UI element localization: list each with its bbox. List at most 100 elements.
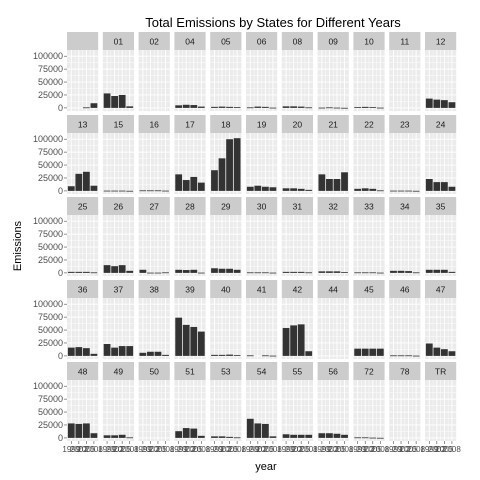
facet-strip-label: 44 (328, 285, 338, 295)
emission-bar (282, 327, 290, 356)
x-tick-label: 2008 (336, 445, 354, 454)
emission-bar (182, 180, 190, 191)
emission-bar (412, 272, 420, 274)
emission-bar (390, 355, 397, 357)
y-tick-label: 75000 (38, 394, 63, 404)
facet-strip (67, 115, 99, 133)
emission-bar (139, 269, 147, 273)
emission-bar (290, 188, 298, 191)
facet-strip (102, 32, 134, 50)
facet-strip (353, 280, 385, 298)
emission-bar (448, 271, 456, 273)
emission-bar (82, 348, 90, 356)
facet-strip (281, 115, 313, 133)
facet-panel: 08 (281, 32, 313, 111)
facet-strip (353, 362, 385, 380)
facet-strip (425, 32, 457, 50)
emission-bar (261, 355, 269, 357)
emission-bar (333, 107, 341, 109)
x-tick-label: 2002 (356, 445, 374, 454)
emission-bar (297, 324, 305, 356)
x-tick-label: 1999 (206, 445, 224, 454)
emission-bar (425, 343, 433, 356)
emission-bar (246, 272, 254, 274)
facet-strip (389, 115, 421, 133)
x-tick-label: 1999 (134, 445, 152, 454)
emission-bar (67, 271, 75, 273)
emission-bar (390, 270, 397, 273)
emission-bar (82, 171, 90, 191)
emission-bar (341, 172, 348, 191)
facet-panel: 31 (281, 197, 313, 276)
facet-strip (210, 280, 242, 298)
emission-bar (261, 186, 269, 191)
x-tick-label: 2002 (70, 445, 88, 454)
facet-strip (281, 280, 313, 298)
emission-bar (175, 269, 183, 273)
facet-strip-label: 28 (185, 202, 195, 212)
emission-bar (440, 269, 448, 273)
emission-bar (118, 94, 126, 108)
facet-strip (353, 197, 385, 215)
emission-bar (211, 436, 218, 438)
x-tick-label: 2008 (121, 445, 139, 454)
emission-bar (376, 107, 384, 109)
emission-bar (326, 271, 333, 273)
x-tick-label: 2002 (106, 445, 124, 454)
emission-bar (369, 348, 377, 356)
facet-panel: 42 (281, 280, 313, 359)
emission-bar (182, 428, 190, 438)
emission-bar (261, 106, 269, 108)
facet-strip-label: 72 (364, 367, 374, 377)
facet-panel: 02 (138, 32, 170, 111)
facet-strip (174, 280, 206, 298)
emission-bar (211, 170, 218, 191)
emission-bar (190, 428, 198, 438)
facet-strip-label: 19 (257, 120, 267, 130)
y-tick-label: 25000 (38, 173, 63, 183)
emission-bar (226, 436, 233, 438)
facet-panel: 46 (389, 280, 421, 359)
emission-bar (118, 434, 126, 438)
emission-bar (147, 190, 154, 192)
emission-bar (75, 271, 83, 273)
emission-bar (376, 190, 384, 192)
emission-bar (190, 326, 198, 356)
facet-strip (246, 32, 278, 50)
facet-strip-label: 50 (149, 367, 159, 377)
facet-strip-label: 36 (78, 285, 88, 295)
y-tick-label: 100000 (33, 381, 63, 391)
facet-strip (281, 362, 313, 380)
facet-strip-label: 31 (293, 202, 303, 212)
facet-strip (67, 280, 99, 298)
emission-bar (218, 106, 226, 108)
facet-strip-label: 26 (114, 202, 124, 212)
facet-strip-label: 09 (328, 37, 338, 47)
y-tick-label: 100000 (33, 134, 63, 144)
x-tick-label: 2008 (300, 445, 318, 454)
x-tick-label: 2005 (292, 445, 310, 454)
emission-bar (182, 104, 190, 108)
facet-strip-label: 35 (436, 202, 446, 212)
emission-bar (333, 179, 341, 191)
emission-bar (154, 190, 162, 192)
facet-strip-label: 08 (293, 37, 303, 47)
emission-bar (440, 100, 448, 108)
x-tick-label: 2002 (142, 445, 160, 454)
facet-panel: 41 (246, 280, 278, 359)
emission-bar (139, 352, 147, 356)
emission-bar (397, 270, 405, 273)
emission-bar (126, 106, 134, 108)
facet-strip-label: 34 (400, 202, 410, 212)
emission-bar (354, 107, 362, 108)
facet-panel: 39 (174, 280, 206, 359)
x-tick-label: 2005 (149, 445, 167, 454)
emission-bar (448, 102, 456, 108)
emission-bar (397, 355, 405, 357)
x-tick-label: 2005 (77, 445, 95, 454)
